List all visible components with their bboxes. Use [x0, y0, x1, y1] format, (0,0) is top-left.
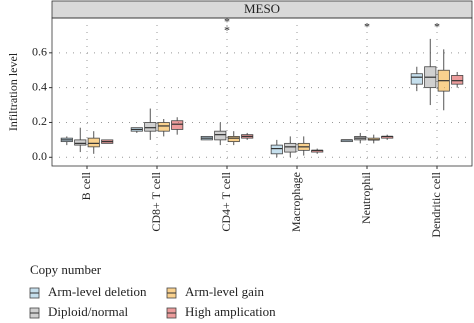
box: [144, 122, 157, 132]
y-tick-label: 0.0: [32, 149, 47, 163]
box: [157, 122, 170, 132]
chart-title: MESO: [244, 1, 280, 16]
legend-label: Diploid/normal: [48, 304, 129, 319]
box: [214, 130, 227, 141]
x-tick-label: Macrophage: [289, 172, 303, 232]
legend-label: Arm-level deletion: [48, 284, 147, 299]
x-tick-label: CD4+ T cell: [219, 171, 233, 231]
box: [227, 135, 240, 143]
box: [410, 73, 423, 85]
annotation: *: [224, 14, 230, 28]
x-tick-label: Dendritic cell: [429, 171, 443, 237]
box: [451, 75, 464, 85]
box: [270, 144, 283, 155]
x-tick-label: Neutrophil: [359, 171, 373, 224]
box: [171, 120, 184, 130]
x-tick-label: CD8+ T cell: [149, 171, 163, 231]
y-tick-label: 0.6: [32, 45, 47, 59]
legend-label: Arm-level gain: [185, 284, 265, 299]
box: [74, 139, 87, 146]
plot-area: [51, 17, 473, 167]
legend-label: High amplication: [185, 304, 276, 319]
y-axis-label: Infiltration level: [6, 52, 20, 131]
x-tick-label: B cell: [79, 171, 93, 200]
y-tick-label: 0.4: [32, 79, 47, 93]
box: [284, 142, 297, 153]
y-tick-label: 0.2: [32, 114, 47, 128]
annotation: *: [434, 20, 440, 34]
legend-title: Copy number: [30, 262, 102, 277]
box: [87, 137, 100, 148]
annotation: *: [364, 20, 370, 34]
annotation: *: [224, 23, 230, 37]
